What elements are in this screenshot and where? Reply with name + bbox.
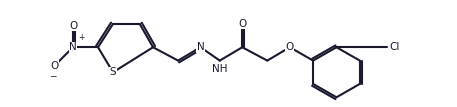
Text: NH: NH: [212, 64, 228, 74]
Text: −: −: [49, 71, 57, 80]
Text: N: N: [69, 42, 77, 52]
Text: S: S: [110, 67, 117, 77]
Text: Cl: Cl: [389, 42, 399, 52]
Text: O: O: [286, 42, 294, 52]
Text: +: +: [78, 33, 85, 42]
Text: O: O: [238, 19, 246, 29]
Text: N: N: [197, 42, 204, 52]
Text: O: O: [69, 21, 77, 31]
Text: O: O: [51, 61, 59, 71]
